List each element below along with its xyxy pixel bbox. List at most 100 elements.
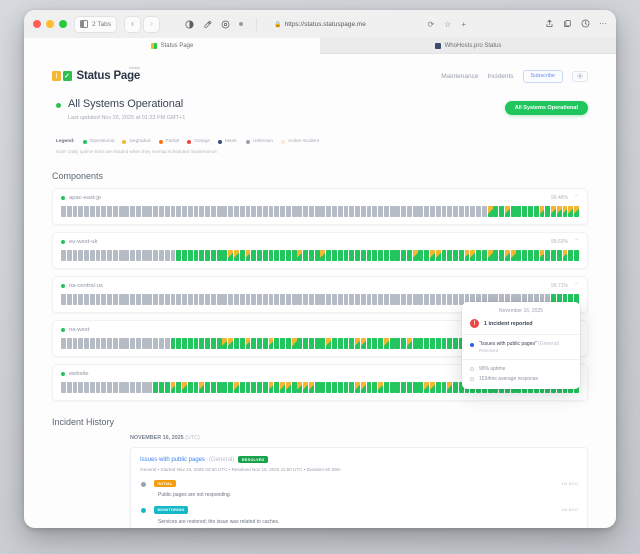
uptime-tick[interactable] xyxy=(435,382,441,393)
uptime-tick[interactable] xyxy=(476,206,481,217)
uptime-tick[interactable] xyxy=(314,250,320,261)
uptime-tick[interactable] xyxy=(401,382,407,393)
uptime-tick[interactable] xyxy=(383,294,389,305)
uptime-tick[interactable] xyxy=(130,294,136,305)
uptime-tick[interactable] xyxy=(308,338,314,349)
uptime-tick[interactable] xyxy=(101,206,107,217)
uptime-tick[interactable] xyxy=(303,338,309,349)
uptime-tick[interactable] xyxy=(308,206,314,217)
uptime-tick[interactable] xyxy=(124,338,130,349)
uptime-tick[interactable] xyxy=(78,250,84,261)
uptime-tick[interactable] xyxy=(430,382,435,393)
uptime-tick[interactable] xyxy=(510,206,516,217)
uptime-tick[interactable] xyxy=(257,338,262,349)
uptime-tick[interactable] xyxy=(193,250,199,261)
uptime-tick[interactable] xyxy=(435,206,441,217)
uptime-tick[interactable] xyxy=(487,250,493,261)
uptime-tick[interactable] xyxy=(470,206,476,217)
uptime-tick[interactable] xyxy=(418,250,424,261)
uptime-tick[interactable] xyxy=(187,338,193,349)
uptime-tick-strip[interactable] xyxy=(61,250,580,261)
uptime-tick[interactable] xyxy=(343,206,349,217)
uptime-tick[interactable] xyxy=(187,206,193,217)
uptime-tick[interactable] xyxy=(314,294,320,305)
uptime-tick[interactable] xyxy=(343,338,349,349)
uptime-tick[interactable] xyxy=(297,250,303,261)
uptime-tick[interactable] xyxy=(216,338,222,349)
uptime-tick[interactable] xyxy=(141,338,147,349)
uptime-tick[interactable] xyxy=(297,338,303,349)
nav-item-maintenance[interactable]: Maintenance xyxy=(441,72,479,80)
uptime-tick[interactable] xyxy=(551,206,556,217)
uptime-tick[interactable] xyxy=(141,250,147,261)
uptime-tick[interactable] xyxy=(159,294,164,305)
uptime-tick[interactable] xyxy=(349,250,355,261)
uptime-tick[interactable] xyxy=(458,206,464,217)
uptime-tick[interactable] xyxy=(326,250,332,261)
uptime-tick[interactable] xyxy=(326,206,332,217)
copy-icon[interactable] xyxy=(563,15,572,33)
uptime-tick[interactable] xyxy=(280,382,285,393)
uptime-tick[interactable] xyxy=(228,382,234,393)
uptime-tick[interactable] xyxy=(182,382,187,393)
uptime-tick[interactable] xyxy=(360,206,366,217)
uptime-tick[interactable] xyxy=(153,206,159,217)
uptime-tick[interactable] xyxy=(72,250,78,261)
uptime-tick[interactable] xyxy=(210,206,216,217)
uptime-tick[interactable] xyxy=(262,250,268,261)
uptime-tick[interactable] xyxy=(285,382,291,393)
uptime-tick[interactable] xyxy=(476,250,481,261)
address-bar[interactable]: 🔒 https://status.statuspage.me xyxy=(274,21,366,28)
uptime-tick[interactable] xyxy=(268,382,274,393)
tab-status-page[interactable]: Status Page xyxy=(24,38,320,54)
uptime-tick[interactable] xyxy=(285,206,291,217)
uptime-tick[interactable] xyxy=(101,250,107,261)
uptime-tick[interactable] xyxy=(210,294,216,305)
uptime-tick[interactable] xyxy=(355,250,360,261)
reload-icon[interactable]: ⟳ xyxy=(427,19,435,29)
uptime-tick[interactable] xyxy=(61,294,66,305)
uptime-tick[interactable] xyxy=(303,250,309,261)
uptime-tick[interactable] xyxy=(326,382,332,393)
uptime-tick[interactable] xyxy=(147,382,153,393)
uptime-tick[interactable] xyxy=(401,250,407,261)
uptime-tick[interactable] xyxy=(205,206,211,217)
uptime-tick[interactable] xyxy=(308,382,314,393)
uptime-tick[interactable] xyxy=(481,206,487,217)
uptime-tick[interactable] xyxy=(504,206,510,217)
uptime-tick[interactable] xyxy=(130,338,136,349)
uptime-tick[interactable] xyxy=(107,382,112,393)
uptime-tick[interactable] xyxy=(297,382,303,393)
uptime-tick[interactable] xyxy=(78,338,84,349)
uptime-tick[interactable] xyxy=(274,382,280,393)
uptime-tick[interactable] xyxy=(78,206,84,217)
uptime-tick[interactable] xyxy=(337,382,343,393)
uptime-tick[interactable] xyxy=(153,382,159,393)
uptime-tick[interactable] xyxy=(406,206,412,217)
uptime-tick[interactable] xyxy=(389,294,395,305)
uptime-tick[interactable] xyxy=(101,294,107,305)
uptime-tick[interactable] xyxy=(360,294,366,305)
uptime-tick[interactable] xyxy=(112,206,118,217)
uptime-tick[interactable] xyxy=(193,338,199,349)
uptime-tick[interactable] xyxy=(141,206,147,217)
uptime-tick[interactable] xyxy=(516,250,522,261)
forward-button[interactable]: › xyxy=(143,15,161,33)
uptime-tick[interactable] xyxy=(216,206,222,217)
uptime-tick[interactable] xyxy=(205,338,211,349)
uptime-tick[interactable] xyxy=(383,382,389,393)
uptime-tick[interactable] xyxy=(72,206,78,217)
uptime-tick[interactable] xyxy=(389,382,395,393)
uptime-tick[interactable] xyxy=(222,338,228,349)
uptime-tick[interactable] xyxy=(124,206,130,217)
maximize-window-button[interactable] xyxy=(59,20,67,28)
uptime-tick[interactable] xyxy=(510,250,516,261)
uptime-tick[interactable] xyxy=(118,382,124,393)
uptime-tick[interactable] xyxy=(130,382,136,393)
uptime-tick-strip[interactable] xyxy=(61,294,580,305)
uptime-tick[interactable] xyxy=(533,294,539,305)
uptime-tick[interactable] xyxy=(251,206,257,217)
uptime-tick[interactable] xyxy=(164,250,170,261)
uptime-tick[interactable] xyxy=(268,250,274,261)
uptime-tick[interactable] xyxy=(285,294,291,305)
